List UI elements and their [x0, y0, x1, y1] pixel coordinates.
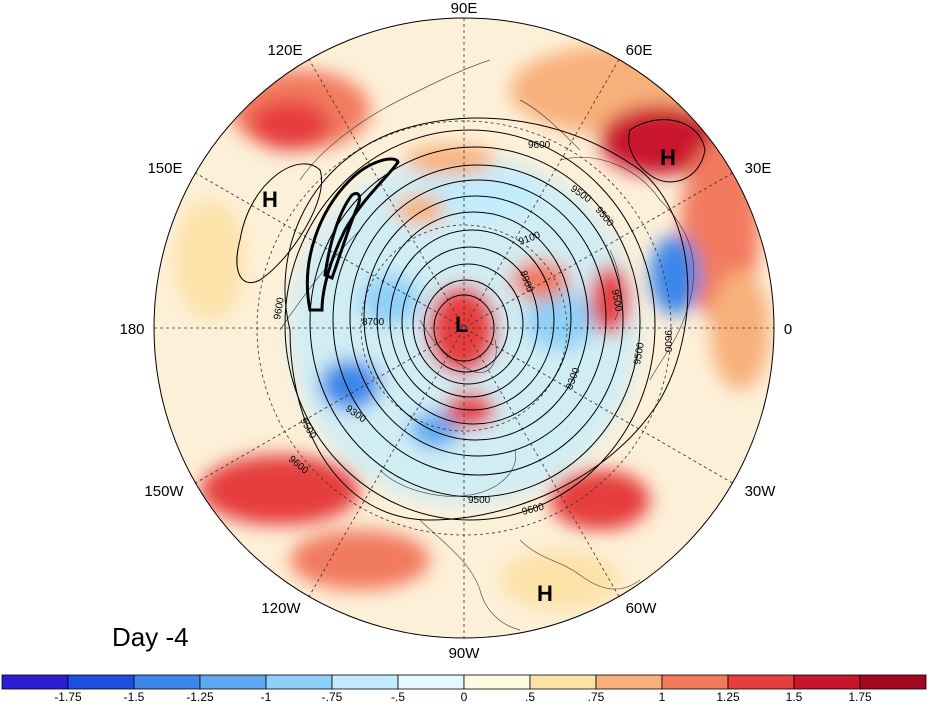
contour-label: 9500 [468, 495, 491, 506]
colorbar-swatch [595, 674, 663, 690]
longitude-label: 30W [745, 483, 777, 500]
longitude-label: 60E [626, 42, 653, 59]
colorbar-swatch [265, 674, 333, 690]
jet-core-contours [305, 157, 400, 312]
longitude-label: 150E [147, 160, 182, 177]
high-pressure-marker: H [660, 145, 676, 170]
colorbar-swatch [661, 674, 729, 690]
colorbar-tick-label: 1.75 [848, 690, 872, 702]
colorbar-tick-label: -1.25 [186, 690, 214, 702]
colorbar: -1.75 -1.5 -1.25 -1 -.75 -.5 0 .5 .75 1 1.25 1.5 1.7… [1, 674, 927, 702]
longitude-label: 30E [745, 160, 772, 177]
colorbar-tick-label: 0 [461, 690, 468, 702]
longitude-label: 90W [449, 645, 481, 662]
colorbar-tick-label: -1.5 [124, 690, 145, 702]
colorbar-tick-label: -.5 [391, 690, 405, 702]
contour-label: 9600 [272, 296, 287, 320]
contour-label: 9500 [609, 289, 624, 313]
contour-label: 8700 [362, 317, 385, 328]
colorbar-tick-label: .75 [588, 690, 605, 702]
longitude-label: 120E [267, 42, 302, 59]
colorbar-swatch [859, 674, 927, 690]
longitude-label: 150W [144, 483, 184, 500]
colorbar-tick-label: -.75 [322, 690, 343, 702]
colorbar-tick-label: 1.5 [786, 690, 803, 702]
colorbar-swatch [397, 674, 465, 690]
height-contours [236, 117, 706, 521]
longitude-label: 0 [784, 321, 792, 338]
colorbar-swatch [463, 674, 531, 690]
colorbar-swatch [199, 674, 267, 690]
colorbar-tick-label: -1.75 [54, 690, 82, 702]
low-pressure-marker: L [455, 312, 468, 337]
panel-label: Day -4 [112, 622, 189, 652]
longitude-label: 60W [626, 600, 658, 617]
longitude-labels: 90E 60E 30E 0 30W 60W 90W 120W 150W 180 … [119, 0, 792, 662]
pressure-centers: H H L H [262, 145, 676, 606]
contour-label: 9500 [632, 341, 647, 365]
colorbar-swatch [331, 674, 399, 690]
colorbar-swatch [67, 674, 135, 690]
colorbar-swatch [133, 674, 201, 690]
longitude-label: 180 [119, 321, 144, 338]
contour-label: 9600 [528, 140, 551, 151]
map-boundary [153, 17, 775, 639]
longitude-label: 90E [451, 0, 478, 17]
colorbar-swatch [793, 674, 861, 690]
colorbar-tick-label: .5 [525, 690, 535, 702]
colorbar-swatch [727, 674, 795, 690]
colorbar-swatch [1, 674, 69, 690]
contour-label: 9600 [662, 330, 673, 353]
colorbar-tick-label: 1 [659, 690, 666, 702]
colorbar-tick-label: -1 [261, 690, 272, 702]
colorbar-swatch [529, 674, 597, 690]
longitude-label: 120W [261, 600, 301, 617]
high-pressure-marker: H [262, 187, 278, 212]
graticule [154, 18, 774, 638]
colorbar-tick-label: 1.25 [716, 690, 740, 702]
coastlines [279, 59, 695, 631]
high-pressure-marker: H [537, 581, 553, 606]
